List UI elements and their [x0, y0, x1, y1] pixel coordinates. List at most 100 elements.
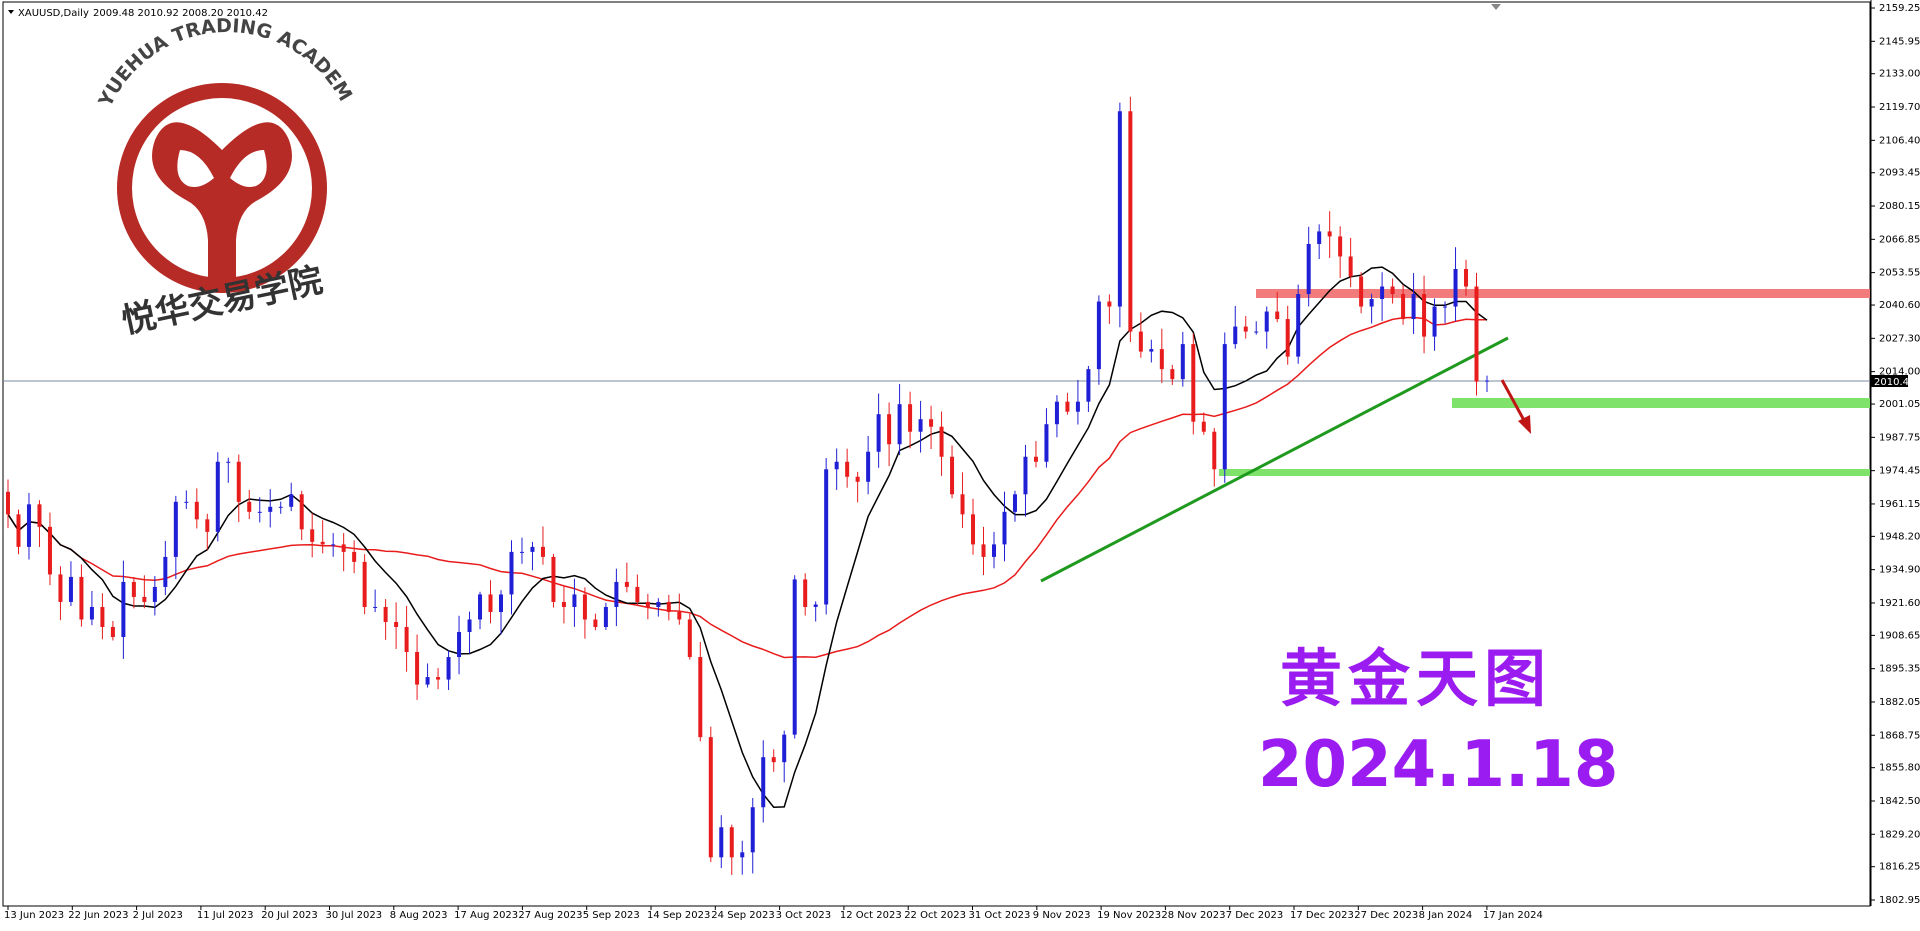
candle-bear: [1191, 333, 1196, 435]
candle-body: [1296, 294, 1301, 357]
candle-bull: [163, 540, 168, 596]
price-tick-label: 1842.50: [1879, 796, 1920, 807]
down-arrow-icon: [1500, 379, 1531, 434]
candle-body: [173, 501, 178, 557]
candle-bear: [194, 488, 199, 529]
academy-logo: YUEHUA TRADING ACADEMY 悦华交易学院: [0, 0, 356, 342]
ma-slow-line: [7, 316, 1488, 659]
candle-bear: [142, 575, 147, 609]
candle-body: [310, 529, 315, 542]
candle-body: [750, 807, 755, 853]
candle-bear: [79, 564, 84, 627]
price-tick-label: 2027.30: [1879, 333, 1920, 344]
candle-bear: [362, 554, 367, 615]
candle-body: [1464, 268, 1469, 287]
candle-body: [1212, 431, 1217, 470]
candle-bear: [299, 490, 304, 541]
candle-bull: [278, 501, 283, 514]
candle-body: [1485, 380, 1489, 382]
candle-body: [855, 476, 860, 482]
candle-bull: [897, 383, 902, 456]
candle-bear: [1390, 278, 1395, 304]
candle-body: [37, 504, 42, 527]
candle-body: [1159, 349, 1164, 370]
candle-bear: [1422, 275, 1427, 354]
price-tick-label: 1816.25: [1879, 862, 1920, 873]
candle-bull: [1149, 339, 1154, 363]
price-tick-label: 1908.65: [1879, 630, 1920, 641]
candle-bear: [110, 620, 115, 641]
candle-bull: [1117, 102, 1122, 328]
candle-body: [320, 541, 325, 545]
candle-bear: [383, 599, 388, 640]
candle-bear: [1275, 292, 1280, 323]
candle-body: [226, 461, 231, 463]
candle-bull: [866, 435, 871, 495]
candle-bull: [761, 740, 766, 823]
price-tick-label: 2133.00: [1879, 69, 1920, 80]
candle-bear: [404, 605, 409, 672]
scroll-marker-icon[interactable]: [1491, 4, 1501, 10]
ohlc-readout: 2009.48 2010.92 2008.20 2010.42: [93, 8, 268, 19]
candle-bear: [593, 613, 598, 631]
candle-body: [278, 506, 283, 508]
candle-body: [1275, 311, 1280, 320]
time-tick-label: 12 Oct 2023: [840, 910, 902, 921]
candle-body: [1327, 231, 1332, 237]
candle-body: [971, 514, 976, 545]
candle-bear: [981, 526, 986, 576]
candle-body: [950, 456, 955, 495]
candle-bear: [908, 391, 913, 449]
candle-body: [635, 586, 640, 602]
candle-body: [1243, 326, 1248, 332]
candle-body: [205, 519, 210, 532]
candle-bull: [1075, 379, 1080, 425]
candle-bear: [352, 540, 357, 574]
candle-body: [257, 511, 262, 513]
price-tick-label: 2001.05: [1879, 399, 1920, 410]
candle-bull: [1443, 301, 1448, 324]
candle-bear: [394, 602, 399, 649]
candle-body: [184, 501, 189, 503]
time-tick-label: 17 Aug 2023: [454, 910, 518, 921]
ma-fast-line: [7, 266, 1488, 808]
price-tick-label: 1974.45: [1879, 466, 1920, 477]
candle-bear: [1338, 226, 1343, 278]
candle-body: [1170, 369, 1175, 380]
candle-bull: [1096, 295, 1101, 385]
candle-bull: [89, 591, 94, 626]
candle-bear: [320, 520, 325, 554]
header-dropdown-icon[interactable]: [8, 10, 14, 14]
candle-body: [499, 594, 503, 612]
time-tick-label: 27 Dec 2023: [1354, 910, 1418, 921]
candle-bear: [1348, 237, 1353, 288]
candle-bear: [1464, 259, 1469, 296]
candle-bear: [939, 411, 944, 476]
candle-body: [1264, 311, 1269, 332]
candle-bear: [687, 613, 692, 660]
candle-body: [89, 606, 94, 620]
candle-bear: [950, 445, 955, 499]
candle-body: [918, 419, 923, 432]
candle-bear: [37, 500, 42, 547]
symbol-label: XAUUSD,Daily: [18, 8, 89, 19]
candle-body: [908, 404, 913, 432]
candle-body: [834, 461, 839, 470]
candle-body: [194, 501, 199, 520]
candle-body: [1422, 294, 1427, 337]
price-tick-label: 1921.60: [1879, 598, 1920, 609]
candle-body: [373, 606, 378, 608]
candle-body: [163, 556, 168, 587]
candle-body: [152, 586, 157, 602]
price-tick-label: 1882.05: [1879, 697, 1920, 708]
candle-bear: [6, 479, 10, 529]
candle-body: [268, 506, 273, 512]
candle-bear: [100, 593, 105, 640]
candle-body: [1201, 421, 1206, 432]
candle-bear: [47, 512, 52, 586]
candle-body: [1033, 456, 1038, 462]
candle-bear: [666, 594, 671, 621]
candle-body: [1233, 326, 1238, 345]
candle-bear: [1170, 364, 1175, 385]
